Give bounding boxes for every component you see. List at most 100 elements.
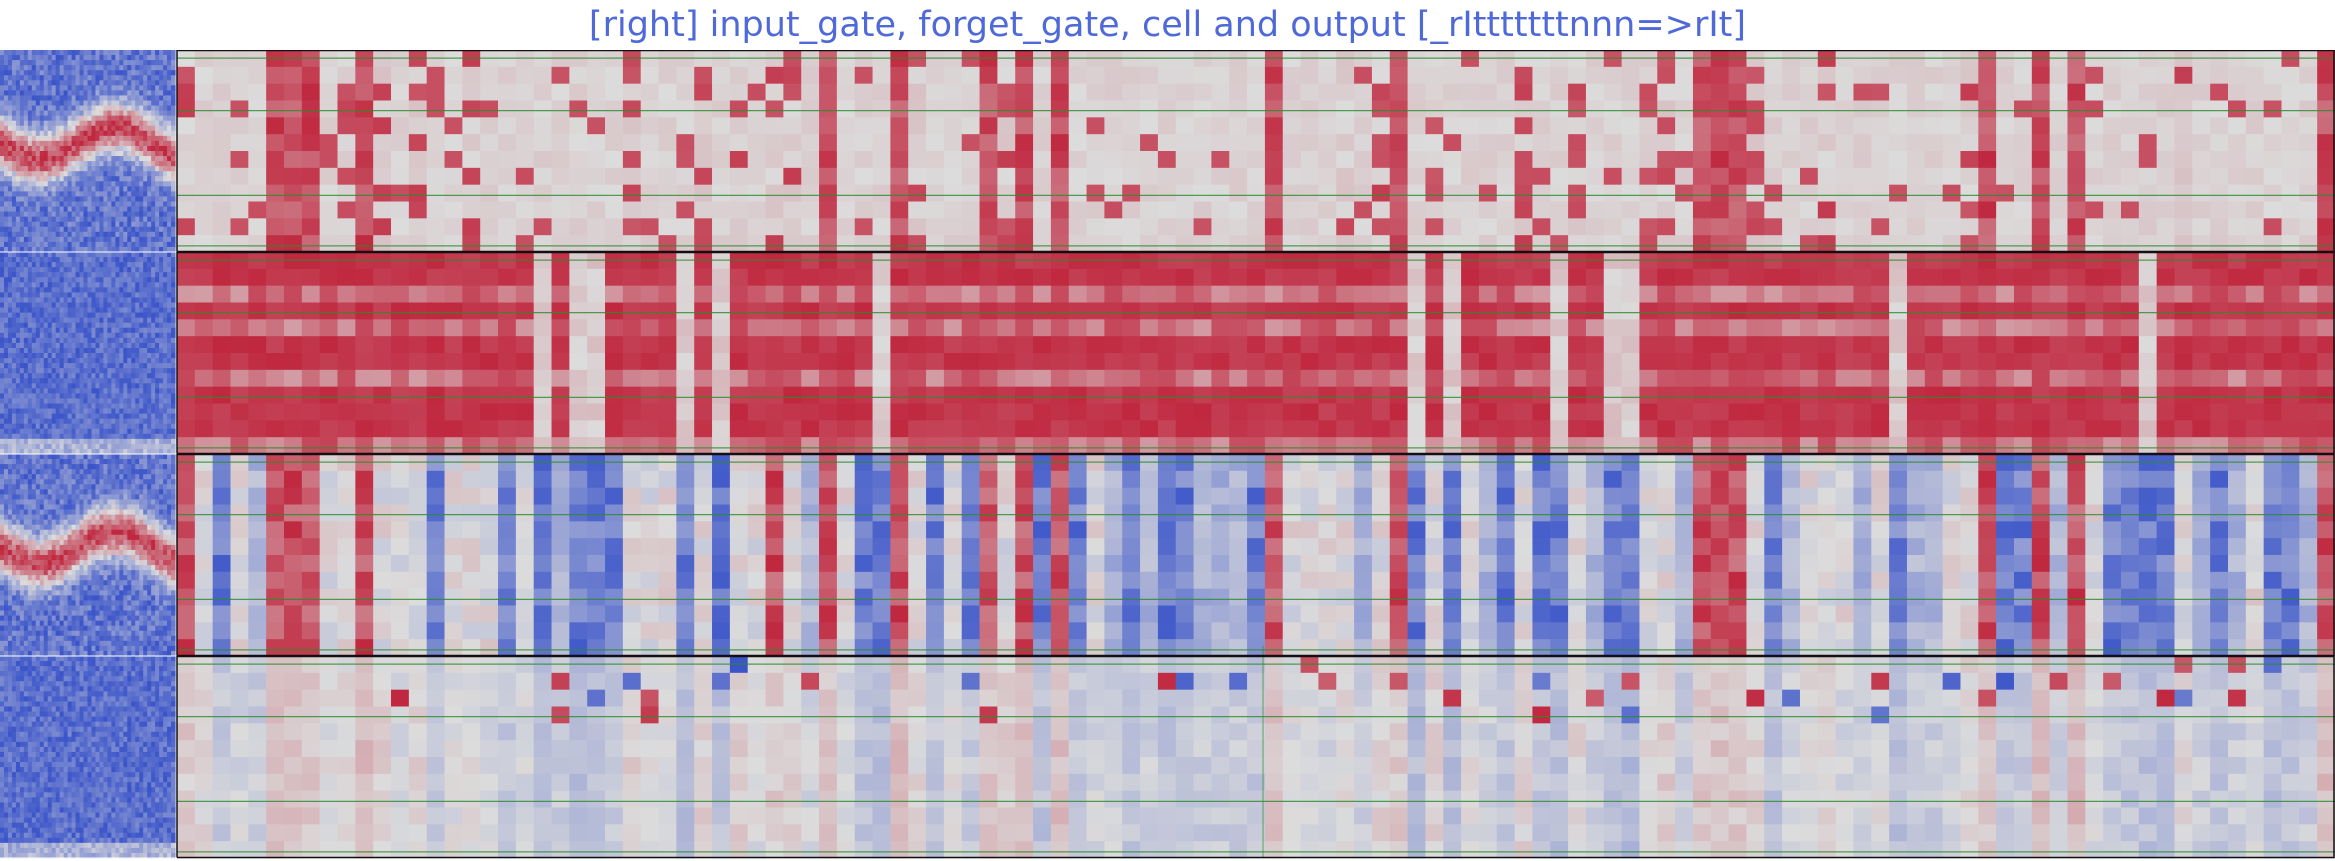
spectrogram-cell [127, 226, 132, 233]
spectrogram-cell [19, 534, 25, 541]
spectrogram-cell [167, 499, 172, 506]
spectrogram-cell [127, 100, 132, 107]
spectrogram-cell [0, 262, 5, 268]
spectrogram-cell [167, 353, 172, 359]
spectrogram-cell [63, 241, 69, 248]
spectrogram-cell [71, 529, 77, 536]
spectrogram-cell [119, 95, 124, 102]
spectrogram-cell [107, 55, 112, 61]
spectrogram-cell [83, 393, 89, 400]
spectrogram-cell [67, 287, 73, 293]
spectrogram-cell [71, 464, 77, 470]
spectrogram-cell [19, 363, 25, 369]
spectrogram-cell [99, 135, 105, 142]
spectrogram-cell [31, 590, 37, 596]
spectrogram-cell [119, 448, 124, 455]
spectrogram-cell [95, 257, 101, 263]
spectrogram-cell [111, 469, 116, 475]
spectrogram-cell [151, 75, 156, 81]
spectrogram-cell [95, 585, 101, 591]
spectrogram-cell [75, 307, 81, 314]
spectrogram-cell [79, 443, 85, 450]
spectrogram-cell [131, 115, 136, 122]
spectrogram-cell [11, 383, 17, 389]
spectrogram-cell [7, 257, 13, 263]
spectrogram-cell [27, 257, 33, 263]
spectrogram-cell [99, 282, 105, 288]
spectrogram-cell [115, 201, 120, 208]
spectrogram-cell [107, 383, 112, 389]
spectrogram-cell [23, 115, 29, 122]
spectrogram-cell [99, 257, 105, 263]
spectrogram-cell [115, 534, 120, 541]
spectrogram-cell [7, 317, 13, 324]
spectrogram-cell [67, 605, 73, 612]
spectrogram-cell [39, 337, 45, 344]
spectrogram-cell [87, 327, 93, 334]
spectrogram-cell [139, 161, 144, 167]
spectrogram-cell [143, 105, 148, 112]
spectrogram-cell [55, 85, 61, 91]
spectrogram-cell [139, 438, 144, 445]
spectrogram-cell [163, 161, 168, 167]
spectrogram-cell [119, 585, 124, 591]
spectrogram-cell [87, 125, 93, 132]
spectrogram-cell [171, 448, 176, 455]
spectrogram-cell [95, 65, 101, 71]
spectrogram-cell [123, 549, 128, 556]
spectrogram-cell [147, 378, 152, 384]
spectrogram-cell [99, 580, 105, 586]
spectrogram-cell [155, 156, 160, 162]
spectrogram-cell [135, 368, 140, 374]
spectrogram-cell [31, 504, 37, 511]
spectrogram-cell [111, 337, 116, 344]
spectrogram-cell [151, 454, 156, 460]
spectrogram-cell [43, 413, 49, 420]
spectrogram-cell [19, 226, 25, 233]
spectrogram-cell [91, 585, 97, 591]
spectrogram-cell [51, 161, 57, 167]
spectrogram-cell [3, 55, 9, 61]
spectrogram-cell [79, 156, 85, 162]
spectrogram-cell [19, 454, 25, 460]
spectrogram-cell [167, 347, 172, 354]
spectrogram-cell [155, 403, 160, 410]
spectrogram-cell [51, 272, 57, 278]
spectrogram-cell [143, 499, 148, 506]
spectrogram-cell [63, 105, 69, 112]
spectrogram-cell [51, 605, 57, 612]
spectrogram-cell [55, 267, 61, 273]
spectrogram-cell [143, 383, 148, 389]
spectrogram-cell [35, 332, 41, 339]
spectrogram-cell [159, 95, 164, 102]
spectrogram-cell [163, 403, 168, 410]
spectrogram-cell [143, 565, 148, 571]
spectrogram-cell [155, 373, 160, 379]
spectrogram-cell [111, 206, 116, 213]
spectrogram-cell [95, 211, 101, 218]
spectrogram-cell [87, 186, 93, 192]
spectrogram-cell [119, 499, 124, 506]
spectrogram-cell [123, 282, 128, 288]
spectrogram-cell [171, 494, 176, 501]
spectrogram-cell [3, 272, 9, 278]
spectrogram-cell [131, 60, 136, 66]
spectrogram-cell [67, 489, 73, 495]
spectrogram-cell [163, 312, 168, 319]
spectrogram-cell [171, 115, 176, 122]
spectrogram-cell [111, 145, 116, 152]
spectrogram-cell [107, 181, 112, 187]
spectrogram-cell [51, 322, 57, 329]
spectrogram-cell [23, 125, 29, 132]
spectrogram-cell [0, 105, 5, 112]
spectrogram-cell [119, 363, 124, 369]
spectrogram-cell [171, 236, 176, 243]
spectrogram-cell [19, 145, 25, 152]
spectrogram-cell [79, 186, 85, 192]
spectrogram-cell [23, 191, 29, 198]
spectrogram-cell [75, 110, 81, 117]
spectrogram-cell [119, 282, 124, 288]
spectrogram-cell [55, 575, 61, 581]
spectrogram-cell [27, 50, 33, 56]
spectrogram-cell [115, 216, 120, 223]
